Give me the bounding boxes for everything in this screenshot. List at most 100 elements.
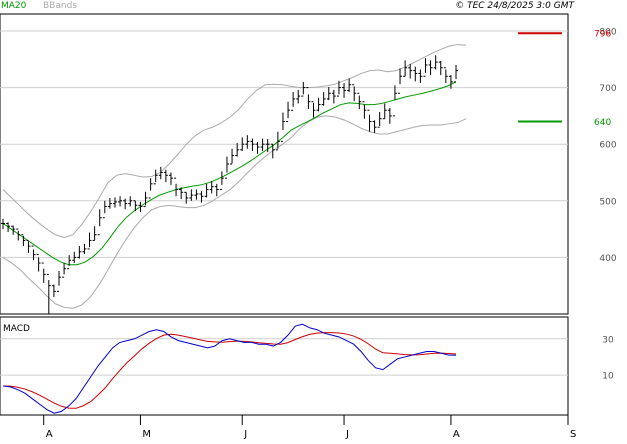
macd-panel	[0, 316, 569, 416]
price-bar	[367, 109, 372, 132]
price-bar	[240, 137, 245, 151]
price-bar	[1, 218, 5, 230]
price-bar	[36, 254, 41, 272]
price-bar	[291, 92, 296, 111]
price-bar	[112, 197, 117, 208]
resistance-label: 796	[594, 30, 611, 40]
bollinger-bands	[2, 44, 467, 309]
price-bar	[377, 111, 382, 128]
price-bar	[260, 138, 265, 151]
legend-ma20: MA20	[1, 1, 27, 11]
price-bar	[326, 87, 331, 101]
price-y-tick-label: 600	[599, 141, 616, 151]
price-bar	[286, 101, 291, 123]
price-y-axis: 400 500 600 700 800	[599, 27, 616, 263]
price-bar	[265, 139, 270, 153]
macd-signal-line	[2, 332, 457, 409]
price-bar	[143, 191, 148, 207]
price-bar	[82, 243, 87, 254]
x-tick-label: M	[142, 429, 151, 440]
price-bar	[392, 85, 397, 117]
price-bar	[51, 284, 56, 298]
bband-upper-line	[2, 44, 467, 239]
macd-gridlines	[0, 338, 568, 376]
price-bar	[423, 58, 428, 77]
price-bar	[301, 81, 306, 97]
macd-line	[2, 323, 457, 414]
price-bar	[296, 89, 301, 104]
legend-bbands: BBands	[43, 1, 77, 11]
price-bar	[67, 255, 72, 270]
price-bar	[311, 101, 316, 118]
price-bar	[362, 101, 367, 119]
price-bar	[133, 200, 138, 211]
price-bar	[209, 180, 214, 194]
price-bar	[398, 68, 403, 94]
price-bar	[148, 178, 153, 199]
price-bar	[357, 92, 362, 110]
price-panel	[0, 13, 569, 315]
price-bar	[6, 222, 11, 232]
price-bar	[316, 97, 321, 112]
price-bar	[153, 169, 158, 185]
price-bar	[11, 225, 16, 235]
price-bar	[102, 200, 107, 219]
price-bar	[454, 64, 459, 83]
price-bar	[174, 177, 179, 197]
x-tick-label: S	[570, 429, 576, 440]
price-bar	[306, 87, 311, 110]
price-bar	[418, 69, 423, 84]
price-bar	[199, 191, 204, 203]
ma20-series-line	[2, 81, 457, 266]
price-bar	[352, 84, 357, 102]
chart-header: MA20 BBands © TEC 24/8/2025 3:0 GMT	[1, 1, 576, 11]
price-bar	[245, 135, 250, 149]
price-bar	[184, 191, 189, 204]
price-bars	[1, 55, 459, 314]
price-bar	[97, 209, 102, 236]
price-bar	[219, 171, 224, 190]
price-bar	[56, 270, 61, 292]
price-bar	[336, 80, 341, 97]
price-bar	[408, 63, 413, 79]
price-y-tick-label: 700	[599, 84, 616, 94]
price-bar	[214, 183, 219, 197]
price-bar	[250, 138, 255, 151]
price-bar	[443, 67, 448, 84]
price-bar	[321, 92, 326, 106]
price-bar	[77, 246, 82, 259]
price-y-tick-label: 400	[599, 254, 616, 264]
macd-y-tick-label: 30	[602, 335, 614, 345]
price-bar	[168, 172, 173, 185]
price-bar	[107, 197, 112, 209]
price-bar	[163, 169, 168, 183]
price-levels: 796 640	[518, 30, 611, 128]
price-y-tick-label: 800	[599, 27, 616, 37]
price-bar	[204, 183, 209, 198]
macd-series	[2, 323, 457, 414]
price-bar	[72, 251, 77, 264]
price-bar	[158, 166, 163, 180]
price-bar	[118, 196, 123, 207]
price-bar	[194, 189, 199, 200]
price-bar	[179, 187, 184, 200]
x-tick-label: J	[345, 429, 349, 440]
price-bar	[403, 60, 408, 77]
x-tick-label: J	[243, 429, 247, 440]
price-bar	[128, 196, 133, 207]
price-bar	[123, 198, 128, 210]
price-bar	[189, 189, 194, 201]
macd-y-axis: 30 10	[602, 335, 614, 381]
macd-title: MACD	[3, 324, 30, 334]
price-bar	[224, 156, 229, 179]
price-bar	[331, 89, 336, 104]
macd-y-tick-label: 10	[602, 372, 614, 382]
price-y-tick-label: 500	[599, 197, 616, 207]
price-gridlines	[0, 30, 568, 258]
price-bar	[428, 60, 433, 76]
price-bar	[235, 143, 240, 157]
price-bar	[41, 262, 46, 283]
price-bar	[448, 75, 453, 89]
